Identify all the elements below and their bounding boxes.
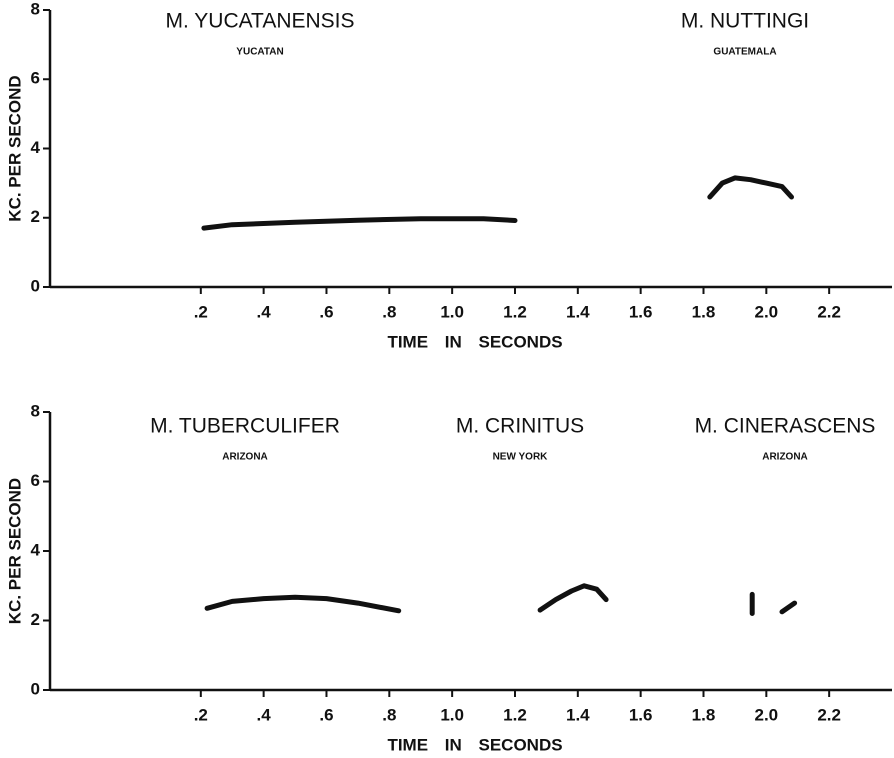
x-tick-label: 1.4 (566, 705, 590, 724)
x-tick-label: 1.8 (692, 705, 716, 724)
x-tick-label: 2.2 (817, 705, 841, 724)
y-tick-label: 8 (31, 0, 40, 18)
x-tick-label: 2.0 (755, 302, 779, 321)
species-name: M. CINERASCENS (695, 415, 876, 438)
x-tick-label: .8 (382, 705, 396, 724)
y-axis-label: KC. PER SECOND (5, 478, 24, 624)
x-axis-label: TIME IN SECONDS (387, 735, 562, 754)
x-tick-label: 1.0 (440, 302, 464, 321)
x-tick-label: .6 (319, 705, 333, 724)
x-tick-label: 1.2 (503, 705, 527, 724)
y-tick-label: 4 (31, 540, 41, 559)
y-axis-label: KC. PER SECOND (5, 75, 24, 221)
y-tick-label: 6 (31, 471, 40, 490)
x-tick-label: .6 (319, 302, 333, 321)
x-tick-label: 1.6 (629, 705, 653, 724)
species-location: YUCATAN (236, 47, 283, 58)
species-name: M. TUBERCULIFER (150, 415, 340, 438)
y-tick-label: 0 (31, 679, 40, 698)
x-tick-label: 1.2 (503, 302, 527, 321)
call-trace (707, 175, 794, 200)
x-tick-label: .8 (382, 302, 396, 321)
x-tick-label: 2.0 (755, 705, 779, 724)
x-tick-label: 1.0 (440, 705, 464, 724)
species-location: ARIZONA (762, 452, 808, 463)
species-location: ARIZONA (222, 452, 268, 463)
x-tick-label: .4 (257, 302, 272, 321)
species-name: M. NUTTINGI (681, 10, 809, 33)
x-tick-label: 1.8 (692, 302, 716, 321)
x-axis-label: TIME IN SECONDS (387, 332, 562, 351)
species-name: M. CRINITUS (456, 415, 584, 438)
y-tick-label: 8 (31, 401, 40, 420)
y-tick-label: 0 (31, 276, 40, 295)
x-tick-label: .2 (194, 302, 208, 321)
call-trace (749, 591, 798, 616)
species-location: NEW YORK (493, 452, 549, 463)
x-tick-label: 1.6 (629, 302, 653, 321)
call-trace (537, 583, 609, 613)
x-tick-label: .2 (194, 705, 208, 724)
call-trace (204, 594, 402, 614)
y-tick-label: 2 (31, 207, 40, 226)
x-tick-label: 1.4 (566, 302, 590, 321)
species-location: GUATEMALA (713, 47, 776, 58)
y-tick-label: 6 (31, 69, 40, 88)
species-name: M. YUCATANENSIS (165, 10, 354, 33)
x-tick-label: 2.2 (817, 302, 841, 321)
call-trace (201, 216, 518, 231)
y-tick-label: 4 (31, 138, 41, 157)
y-tick-label: 2 (31, 610, 40, 629)
x-tick-label: .4 (257, 705, 272, 724)
